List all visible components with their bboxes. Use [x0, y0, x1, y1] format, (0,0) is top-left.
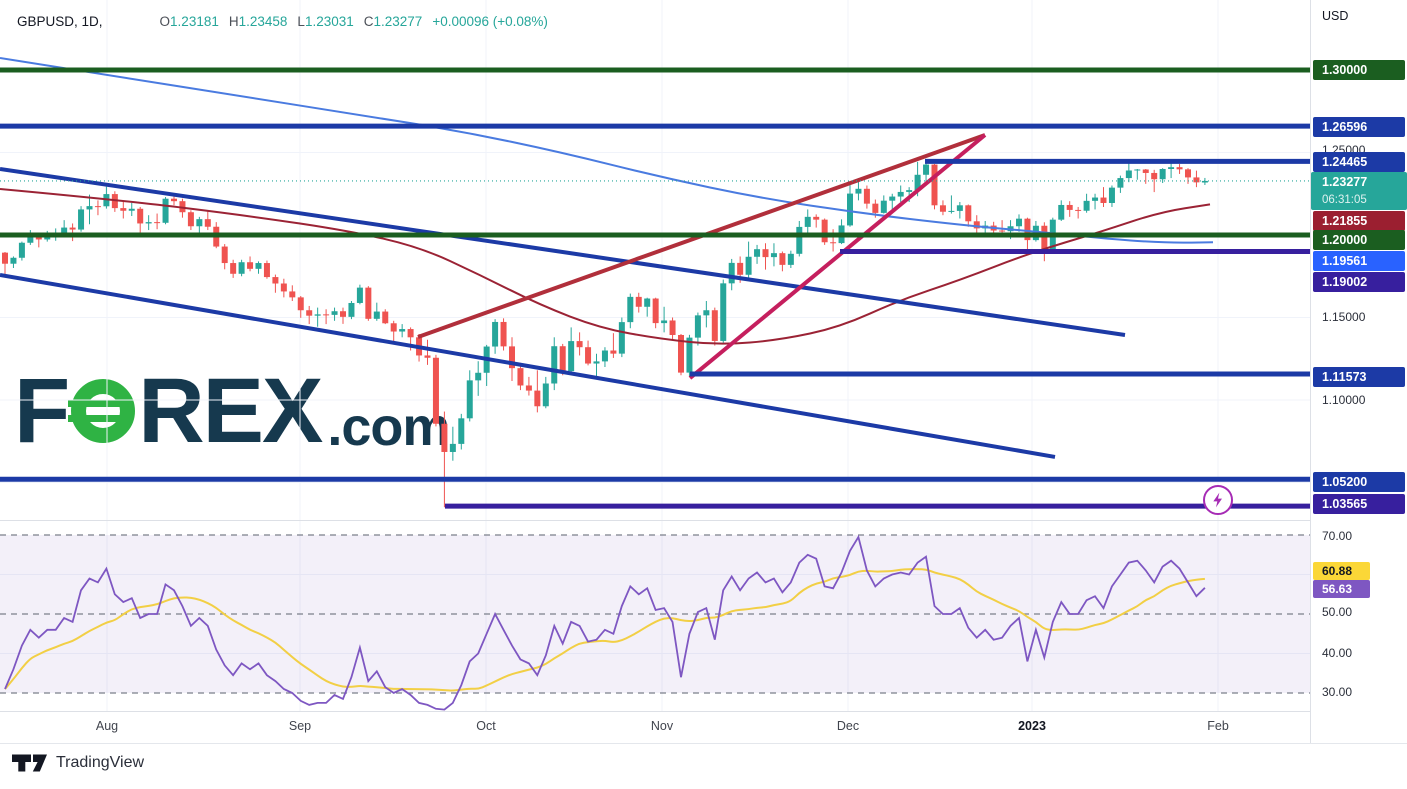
- tradingview-brand-text: TradingView: [56, 754, 145, 771]
- rsi-line[interactable]: [4, 534, 1206, 711]
- current-price-label: 1.23277 06:31:05: [1311, 172, 1407, 210]
- price-level-label: 60.88: [1313, 562, 1370, 580]
- pane-divider[interactable]: [0, 520, 1407, 521]
- price-axis[interactable]: USD 1.25000 1.15000 1.10000 70.00 50.00 40.00…: [1311, 0, 1407, 743]
- rising-wedge-steep[interactable]: [688, 133, 987, 380]
- price-level-label: 1.24465: [1313, 152, 1405, 172]
- price-level-label: 56.63: [1313, 580, 1370, 598]
- candlestick-series: [2, 161, 1208, 508]
- ma-50-line[interactable]: [0, 187, 1211, 345]
- axis-tick-label: 70.00: [1322, 529, 1353, 543]
- tradingview-logo[interactable]: TradingView: [12, 753, 144, 773]
- watermark-text-com: .com: [327, 397, 450, 457]
- descending-channel-top[interactable]: [0, 167, 1126, 337]
- ohlc-l: L1.23031: [297, 13, 354, 29]
- axis-tick-label: 40.00: [1322, 646, 1353, 660]
- ohlc-readout: O1.23181 H1.23458 L1.23031 C1.23277: [160, 14, 423, 29]
- bottom-border: [0, 743, 1407, 744]
- axis-currency-label: USD: [1322, 9, 1349, 23]
- time-axis-label: Feb: [1207, 719, 1229, 733]
- time-axis-border: [0, 711, 1407, 712]
- bar-countdown: 06:31:05: [1322, 194, 1367, 206]
- price-level-label: 1.30000: [1313, 60, 1405, 80]
- time-axis-label: Sep: [288, 719, 312, 733]
- chart-legend: GBPUSD, 1D, O1.23181 H1.23458 L1.23031 C1.2…: [17, 11, 548, 31]
- axis-tick-label: 1.10000: [1322, 393, 1366, 407]
- symbol-title[interactable]: GBPUSD, 1D,: [17, 13, 103, 29]
- price-level-label: 1.21855: [1313, 211, 1405, 231]
- lightning-icon[interactable]: [1203, 485, 1233, 515]
- rsi-ma-line[interactable]: [4, 568, 1206, 692]
- change-readout: +0.00096 (+0.08%): [432, 13, 548, 29]
- ohlc-h: H1.23458: [228, 13, 288, 29]
- price-level-label: 1.03565: [1313, 494, 1405, 514]
- price-level-label: 1.19002: [1313, 272, 1405, 292]
- tradingview-mark-icon: [12, 754, 47, 772]
- time-axis-label: Dec: [836, 719, 860, 733]
- price-level-label: 1.26596: [1313, 117, 1405, 137]
- price-level-label: 1.19561: [1313, 251, 1405, 271]
- time-axis-label: Aug: [95, 719, 119, 733]
- price-level-label: 1.11573: [1313, 367, 1405, 387]
- time-axis[interactable]: Aug Sep Oct Nov Dec 2023 Feb: [0, 712, 1310, 743]
- ohlc-c: C1.23277: [363, 13, 423, 29]
- time-axis-label: Nov: [650, 719, 674, 733]
- watermark-text-rex: REX: [138, 360, 323, 462]
- axis-tick-label: 50.00: [1322, 605, 1353, 619]
- ohlc-o: O1.23181: [159, 13, 219, 29]
- lightning-bolt-glyph: [1213, 492, 1222, 508]
- forex-com-watermark: F REX .com: [14, 360, 450, 462]
- rsi-band: [0, 534, 1310, 694]
- price-axis-border[interactable]: [1310, 0, 1311, 743]
- watermark-text-f: F: [14, 360, 70, 462]
- time-axis-label: 2023: [1018, 719, 1046, 733]
- price-level-label: 1.05200: [1313, 472, 1405, 492]
- current-price-value: 1.23277: [1322, 175, 1368, 189]
- axis-tick-label: 30.00: [1322, 685, 1353, 699]
- axis-tick-label: 1.15000: [1322, 310, 1366, 324]
- time-axis-label: Oct: [476, 719, 496, 733]
- descending-channel-bottom[interactable]: [0, 272, 1056, 459]
- chart-canvas[interactable]: [0, 0, 1310, 743]
- price-level-label: 1.20000: [1313, 230, 1405, 250]
